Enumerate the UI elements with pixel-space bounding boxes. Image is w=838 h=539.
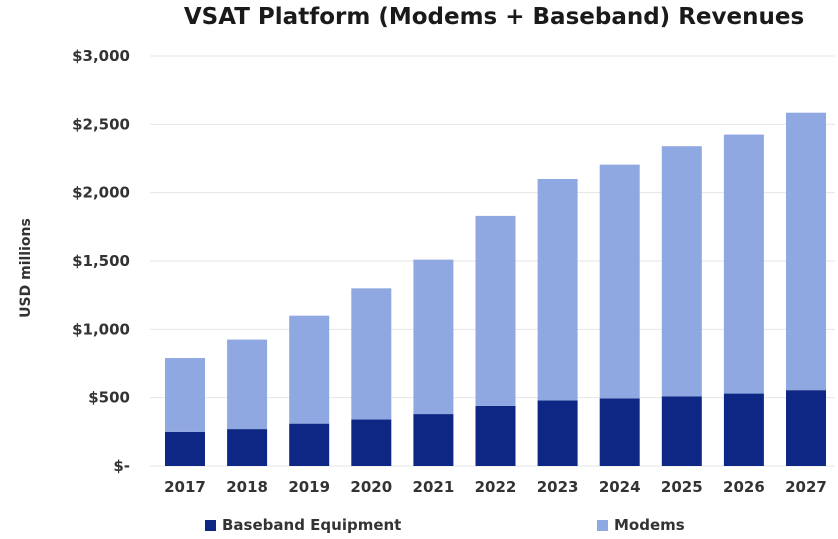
x-tick-label: 2023 — [537, 478, 579, 496]
bar-modems-2026 — [723, 134, 764, 394]
x-tick-label: 2018 — [226, 478, 268, 496]
bar-baseband-2027 — [786, 390, 826, 466]
y-tick-label: $- — [113, 457, 130, 475]
x-tick-label: 2020 — [350, 478, 392, 496]
bar-modems-2022 — [475, 215, 516, 406]
bar-baseband-2026 — [723, 393, 764, 466]
bar-modems-2018 — [227, 339, 268, 430]
bar-modems-2024 — [599, 164, 640, 399]
bar-modems-2023 — [537, 179, 578, 401]
bars — [165, 112, 826, 466]
bar-modems-2021 — [413, 259, 454, 415]
bar-modems-2025 — [661, 146, 702, 397]
bar-modems-2020 — [351, 288, 392, 420]
x-tick-labels: 2017 2018 2019 2020 2021 2022 2023 2024 2025 2026… — [164, 478, 827, 496]
y-tick-label: $3,000 — [72, 47, 130, 65]
y-tick-label: $2,000 — [72, 184, 130, 202]
y-tick-labels: $- $500 $1,000 $1,500 $2,000 $2,500 $3,000 — [72, 47, 130, 475]
chart-title: VSAT Platform (Modems + Baseband) Revenu… — [183, 4, 805, 30]
legend-swatch-baseband — [205, 519, 216, 531]
bar-baseband-2018 — [227, 429, 268, 466]
legend-label-modems: Modems — [614, 516, 685, 534]
bar-baseband-2021 — [413, 414, 454, 466]
x-tick-label: 2024 — [599, 478, 641, 496]
x-tick-label: 2021 — [413, 478, 455, 496]
x-tick-label: 2025 — [661, 478, 703, 496]
y-axis-label: USD millions — [18, 218, 34, 318]
bar-baseband-2024 — [599, 398, 640, 466]
bar-baseband-2022 — [475, 405, 516, 466]
x-tick-label: 2026 — [723, 478, 765, 496]
legend-baseband: Baseband Equipment — [205, 516, 401, 534]
x-tick-label: 2019 — [288, 478, 330, 496]
bar-baseband-2023 — [537, 400, 578, 466]
x-tick-label: 2022 — [475, 478, 517, 496]
y-tick-label: $1,500 — [72, 252, 130, 270]
bar-modems-2027 — [786, 112, 826, 391]
bar-baseband-2025 — [661, 396, 702, 466]
x-tick-label: 2027 — [785, 478, 827, 496]
legend-swatch-modems — [597, 519, 608, 531]
y-tick-label: $500 — [88, 389, 130, 407]
legend-modems: Modems — [597, 516, 685, 534]
bar-modems-2017 — [165, 358, 205, 432]
y-tick-label: $2,500 — [72, 115, 130, 133]
bar-baseband-2019 — [289, 423, 330, 466]
y-tick-label: $1,000 — [72, 320, 130, 338]
bar-modems-2019 — [289, 315, 330, 424]
bar-baseband-2020 — [351, 419, 392, 466]
x-tick-label: 2017 — [164, 478, 206, 496]
legend-label-baseband: Baseband Equipment — [222, 516, 402, 534]
bar-baseband-2017 — [165, 431, 205, 466]
